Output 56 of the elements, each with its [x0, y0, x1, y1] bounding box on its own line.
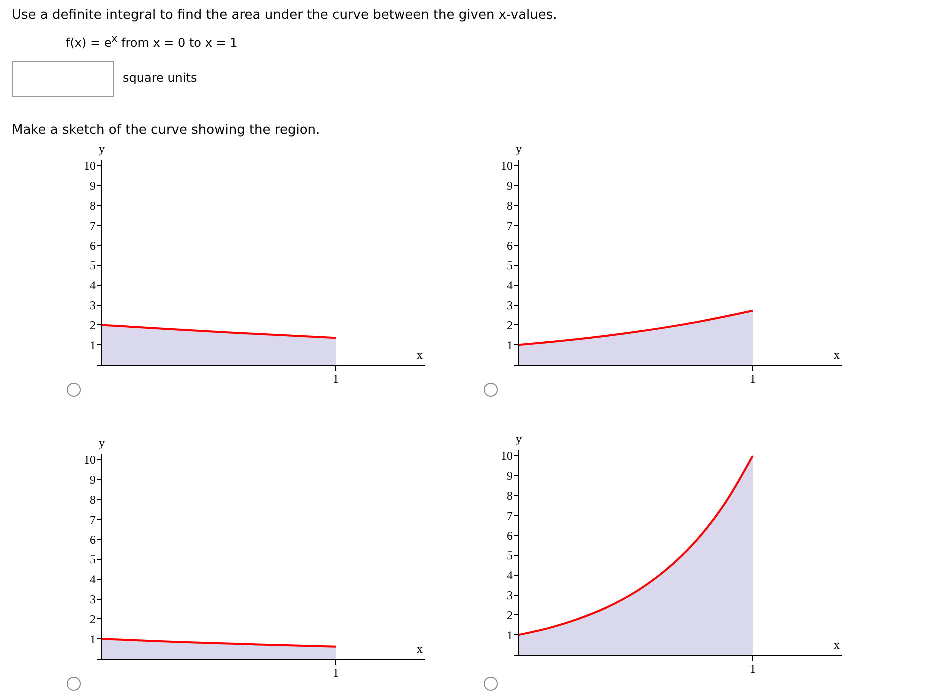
y-tick-label: 10 — [84, 453, 96, 468]
x-axis-title: x — [417, 348, 423, 362]
y-tick-label: 4 — [90, 278, 96, 293]
y-tick-label: 3 — [507, 588, 513, 602]
y-tick-label: 5 — [507, 258, 513, 273]
y-tick-label: 10 — [84, 159, 96, 174]
y-tick-label: 7 — [507, 218, 513, 233]
y-tick-label: 3 — [90, 592, 96, 606]
y-tick-label: 3 — [507, 298, 513, 312]
y-tick-label: 1 — [90, 632, 96, 646]
y-tick-label: 10 — [501, 449, 513, 464]
y-tick-label: 10 — [501, 159, 513, 174]
y-tick-label: 9 — [90, 473, 96, 488]
y-tick-label: 9 — [90, 179, 96, 194]
x-axis-title: x — [834, 638, 840, 652]
y-tick-label: 8 — [90, 198, 96, 213]
text: square units — [123, 71, 198, 85]
y-tick-label: 2 — [90, 612, 96, 626]
y-tick-label: 4 — [90, 572, 96, 587]
y-tick-label: 2 — [507, 318, 513, 332]
y-tick-label: 4 — [507, 278, 513, 293]
y-tick-label: 6 — [90, 532, 96, 547]
y-tick-label: 7 — [90, 512, 96, 527]
y-tick-label: 1 — [507, 338, 513, 352]
y-tick-label: 9 — [507, 469, 513, 484]
y-tick-label: 6 — [90, 238, 96, 253]
y-tick-label: 5 — [90, 258, 96, 273]
y-tick-label: 9 — [507, 179, 513, 194]
y-tick-label: 2 — [90, 318, 96, 332]
text: Make a sketch of the curve showing the region. — [12, 123, 320, 138]
text: 1 — [750, 372, 756, 386]
text: 1 — [333, 372, 339, 386]
y-tick-label: 6 — [507, 528, 513, 543]
y-tick-label: 7 — [90, 218, 96, 233]
y-tick-label: 1 — [507, 628, 513, 642]
y-tick-label: 8 — [507, 198, 513, 213]
y-tick-label: 8 — [507, 488, 513, 503]
text: 1 — [333, 666, 339, 680]
y-axis-title: y — [516, 432, 522, 446]
y-tick-label: 5 — [507, 548, 513, 563]
chart-title: Use a definite integral to find the area under the curve between the given x-values. — [12, 8, 558, 23]
y-axis-title: y — [99, 436, 105, 450]
y-tick-label: 2 — [507, 608, 513, 622]
y-tick-label: 5 — [90, 552, 96, 567]
chart-subtitle: f(x) = e$^{x}$ from x = 0 to x = 1 — [66, 34, 238, 50]
x-axis-title: x — [834, 348, 840, 362]
text: 1 — [750, 662, 756, 676]
y-tick-label: 6 — [507, 238, 513, 253]
y-axis-title: y — [516, 142, 522, 156]
y-tick-label: 3 — [90, 298, 96, 312]
y-tick-label: 4 — [507, 568, 513, 583]
y-tick-label: 8 — [90, 492, 96, 507]
y-tick-label: 7 — [507, 508, 513, 523]
x-axis-title: x — [417, 642, 423, 656]
y-axis-title: y — [99, 142, 105, 156]
y-tick-label: 1 — [90, 338, 96, 352]
